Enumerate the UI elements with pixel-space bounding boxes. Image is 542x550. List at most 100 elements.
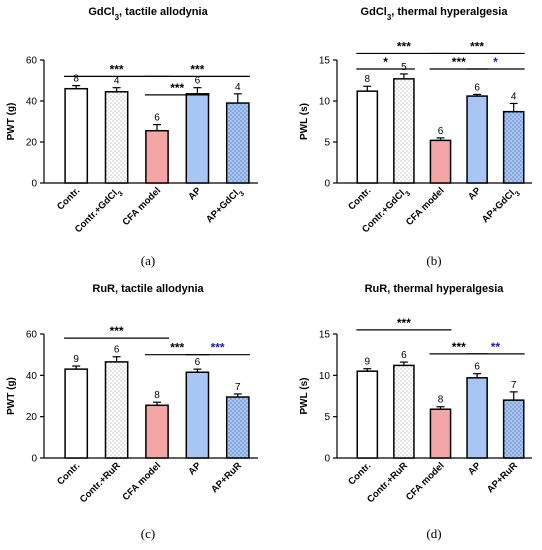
y-tick-label: 5	[324, 412, 330, 423]
n-label: 5	[401, 62, 407, 73]
significance-label: ***	[190, 62, 204, 76]
chart-title-rest: , thermal hyperalgesia	[391, 6, 508, 18]
n-label: 6	[114, 345, 120, 356]
n-label: 4	[114, 76, 120, 87]
chart-title-rest: , tactile allodynia	[115, 283, 205, 295]
n-label: 8	[154, 390, 160, 401]
bar-3	[145, 404, 169, 459]
category-label-text: Contr.	[346, 460, 373, 487]
category-label: AP	[186, 185, 204, 203]
bar-5	[225, 102, 250, 184]
bar-1	[64, 368, 89, 459]
category-label-text: Contr.	[55, 460, 82, 487]
category-label-subscript: 3	[238, 190, 246, 198]
category-label: AP+RuR	[209, 460, 244, 495]
category-label-text: AP	[466, 460, 484, 478]
y-tick-label: 10	[319, 371, 331, 382]
bar-5	[225, 396, 250, 459]
n-label: 9	[73, 354, 79, 365]
category-label-text: Contr.	[346, 185, 373, 212]
chart-title-main: RuR,	[365, 283, 391, 295]
n-label: 8	[365, 74, 371, 85]
bar-4	[185, 371, 210, 459]
bar-4	[185, 93, 210, 184]
category-label-text: CFA model	[121, 460, 164, 503]
y-tick-label: 40	[26, 97, 38, 108]
n-label: 7	[511, 380, 517, 391]
significance-label: ***	[452, 55, 466, 69]
category-label: AP	[186, 460, 204, 478]
y-axis-label: PWT (g)	[6, 103, 17, 141]
bar-4	[466, 377, 488, 459]
category-label: AP+RuR	[485, 460, 520, 495]
category-label: AP	[466, 185, 484, 203]
y-tick-label: 10	[319, 97, 331, 108]
panel-label: (b)	[426, 253, 441, 268]
category-label: Contr.+RuR	[78, 460, 123, 505]
chart-title-subscript: 3	[387, 13, 392, 22]
chart-title: GdCl3, thermal hyperalgesia	[361, 6, 509, 22]
chart-title-main: GdCl	[88, 6, 114, 18]
significance-label: *	[383, 55, 388, 69]
y-tick-label: 0	[324, 454, 330, 465]
category-label-text: AP+RuR	[209, 460, 244, 495]
y-tick-label: 20	[26, 412, 38, 423]
category-label: AP+GdCl3	[480, 185, 522, 227]
category-label: CFA model	[121, 460, 164, 503]
y-tick-label: 15	[319, 330, 331, 341]
n-label: 6	[195, 357, 201, 368]
category-label-text: CFA model	[404, 185, 447, 228]
n-label: 6	[474, 82, 480, 93]
category-label-subscript: 3	[404, 190, 412, 198]
y-tick-label: 15	[319, 56, 331, 67]
y-tick-label: 0	[31, 179, 37, 190]
n-label: 6	[474, 362, 480, 373]
category-label-text: AP+GdCl	[480, 188, 517, 225]
panel-label: (a)	[141, 253, 155, 268]
significance-label: ***	[211, 341, 225, 355]
category-label: Contr.	[55, 460, 82, 487]
significance-label: ***	[110, 324, 124, 338]
significance-label: ***	[110, 62, 124, 76]
chart-panel-4: RuR, thermal hyperalgesia 0 5 10 15 PWL (s) 9 C…	[299, 283, 532, 541]
chart-title-main: RuR	[92, 283, 115, 295]
bar-2	[393, 78, 415, 184]
bar-3	[145, 129, 169, 184]
category-label: CFA model	[404, 185, 447, 228]
n-label: 8	[73, 74, 79, 85]
bar-3	[429, 139, 452, 184]
category-label-subscript: 3	[117, 190, 125, 198]
y-tick-label: 0	[324, 179, 330, 190]
n-label: 6	[154, 113, 160, 124]
n-label: 6	[195, 76, 201, 87]
bar-3	[429, 408, 452, 459]
significance-label: ***	[170, 81, 184, 95]
y-tick-label: 60	[26, 330, 38, 341]
n-label: 4	[235, 82, 241, 93]
category-label-text: AP	[186, 460, 204, 478]
category-label: Contr.	[346, 460, 373, 487]
bar-1	[64, 87, 89, 184]
significance-label: ***	[397, 316, 411, 330]
n-label: 7	[235, 382, 241, 393]
panel-label: (d)	[426, 526, 441, 541]
n-label: 6	[401, 350, 407, 361]
bar-5	[502, 399, 525, 459]
category-label-text: AP	[466, 185, 484, 203]
chart-title-rest: thermal hyperalgesia	[390, 283, 504, 295]
category-label: CFA model	[404, 460, 447, 503]
n-label: 8	[438, 395, 444, 406]
category-label-text: AP+GdCl	[204, 188, 241, 225]
n-label: 6	[438, 126, 444, 137]
chart-title-main: GdCl	[361, 6, 387, 18]
bar-2	[104, 91, 129, 184]
category-label: AP+GdCl3	[204, 185, 246, 227]
y-tick-label: 5	[324, 138, 330, 149]
category-label-text: Contr.	[55, 185, 82, 212]
category-label-subscript: 3	[514, 190, 522, 198]
chart-panel-3: RuR, tactile allodynia 0 20 40 60 PWT (g) 9 Con…	[6, 283, 258, 541]
bar-4	[466, 95, 488, 184]
y-axis-label: PWL (s)	[299, 103, 310, 140]
